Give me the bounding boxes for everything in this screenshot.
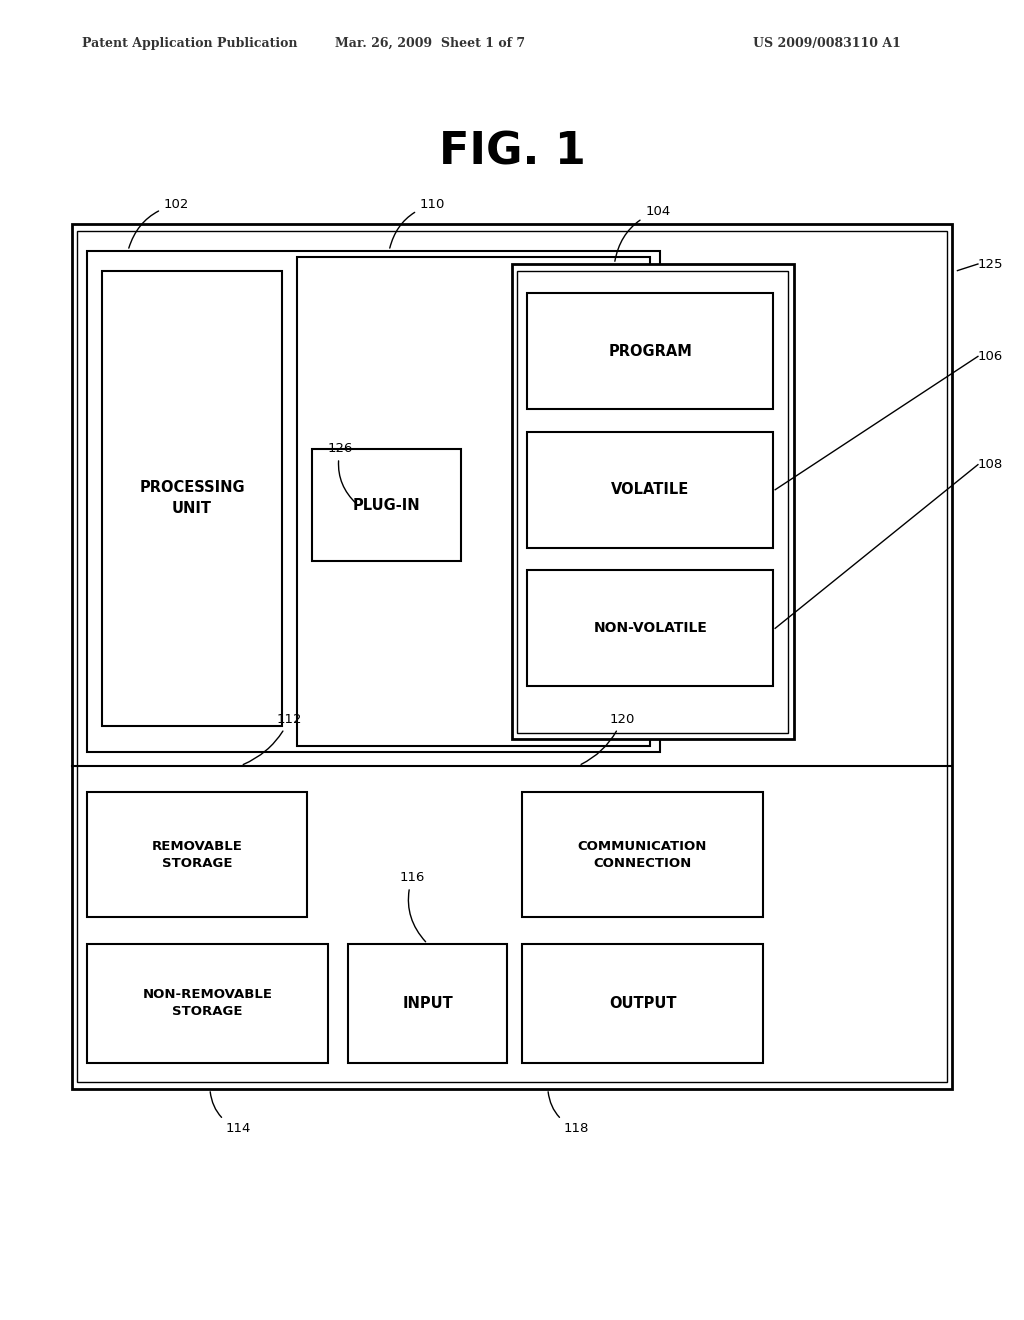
Text: 126: 126	[328, 442, 356, 504]
Text: PROGRAM: PROGRAM	[608, 343, 692, 359]
Text: Patent Application Publication: Patent Application Publication	[82, 37, 297, 50]
Text: NON-REMOVABLE
STORAGE: NON-REMOVABLE STORAGE	[142, 989, 272, 1018]
Text: OUTPUT: OUTPUT	[609, 995, 676, 1011]
FancyBboxPatch shape	[522, 944, 763, 1063]
FancyBboxPatch shape	[87, 792, 307, 917]
FancyBboxPatch shape	[102, 271, 282, 726]
Text: 125: 125	[978, 257, 1004, 271]
FancyBboxPatch shape	[297, 257, 650, 746]
FancyBboxPatch shape	[522, 792, 763, 917]
Text: PLUG-IN: PLUG-IN	[352, 498, 421, 513]
Text: 118: 118	[548, 1092, 589, 1135]
Text: 108: 108	[978, 458, 1004, 471]
FancyBboxPatch shape	[312, 449, 461, 561]
Text: COMMUNICATION
CONNECTION: COMMUNICATION CONNECTION	[578, 841, 708, 870]
Text: 106: 106	[978, 350, 1004, 363]
Text: Mar. 26, 2009  Sheet 1 of 7: Mar. 26, 2009 Sheet 1 of 7	[335, 37, 525, 50]
Text: 112: 112	[244, 713, 302, 764]
FancyBboxPatch shape	[348, 944, 507, 1063]
Text: 102: 102	[129, 198, 189, 248]
FancyBboxPatch shape	[527, 293, 773, 409]
Text: PROCESSING
UNIT: PROCESSING UNIT	[139, 479, 245, 516]
Text: 104: 104	[614, 205, 671, 261]
FancyBboxPatch shape	[72, 224, 952, 1089]
Text: 114: 114	[210, 1092, 251, 1135]
FancyBboxPatch shape	[527, 570, 773, 686]
Text: NON-VOLATILE: NON-VOLATILE	[593, 622, 708, 635]
Text: 120: 120	[581, 713, 635, 764]
Text: REMOVABLE
STORAGE: REMOVABLE STORAGE	[152, 841, 243, 870]
Text: 116: 116	[399, 871, 426, 941]
FancyBboxPatch shape	[87, 251, 660, 752]
FancyBboxPatch shape	[527, 432, 773, 548]
Text: INPUT: INPUT	[402, 995, 453, 1011]
FancyBboxPatch shape	[517, 271, 788, 733]
Text: VOLATILE: VOLATILE	[611, 482, 689, 498]
FancyBboxPatch shape	[512, 264, 794, 739]
FancyBboxPatch shape	[77, 231, 947, 1082]
Text: FIG. 1: FIG. 1	[438, 131, 586, 173]
Text: 110: 110	[390, 198, 445, 248]
FancyBboxPatch shape	[87, 944, 328, 1063]
Text: US 2009/0083110 A1: US 2009/0083110 A1	[754, 37, 901, 50]
